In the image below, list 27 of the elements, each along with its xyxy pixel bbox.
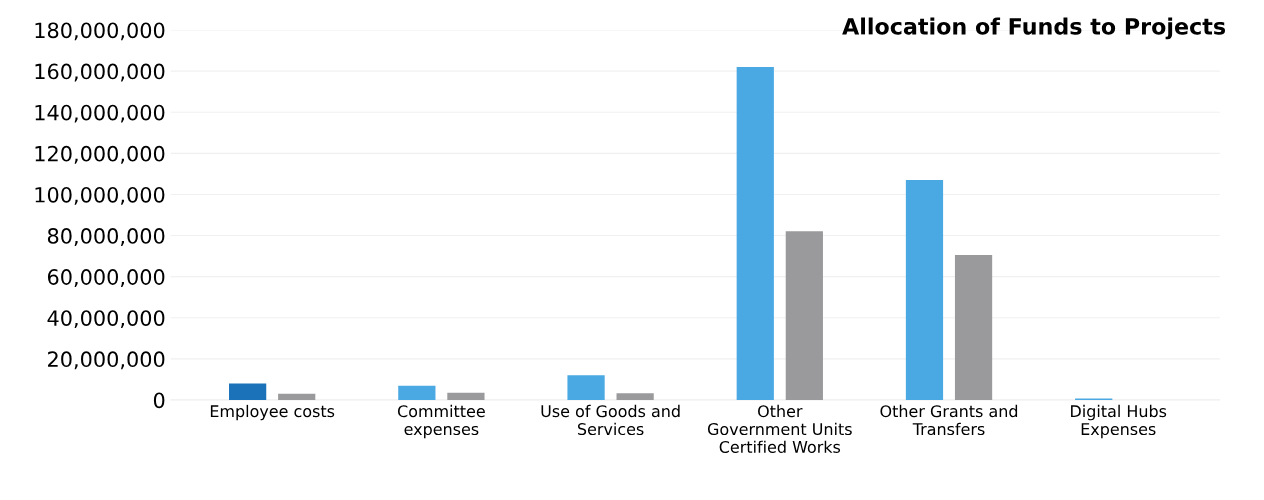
bar <box>567 375 605 400</box>
x-tick-label: Use of Goods and Services <box>541 404 680 436</box>
bar <box>447 392 485 400</box>
bar <box>905 180 944 400</box>
y-tick-label: 140,000,000 <box>35 104 165 123</box>
y-tick-label: 120,000,000 <box>35 145 165 164</box>
bar <box>616 393 654 400</box>
y-tick-label: 80,000,000 <box>47 228 165 246</box>
chart-title: Allocation of Funds to Projects <box>842 17 1226 40</box>
y-tick-label: 160,000,000 <box>35 63 165 82</box>
y-tick-label: 100,000,000 <box>35 186 165 205</box>
bar <box>785 231 823 400</box>
x-tick-label: Employee costs <box>210 404 335 421</box>
x-tick-label: Committee expenses <box>397 404 485 439</box>
x-tick-label: Other Government Units Certified Works <box>707 404 852 453</box>
x-tick-label: Digital Hubs Expenses <box>1071 404 1167 439</box>
bar <box>398 385 436 400</box>
y-tick-label: 60,000,000 <box>47 269 165 287</box>
y-tick-label: 0 <box>153 392 165 409</box>
bar <box>736 67 774 400</box>
x-tick-label: Other Grants and Transfers <box>880 404 1018 436</box>
bar <box>278 393 316 400</box>
bar <box>954 254 993 400</box>
y-tick-label: 180,000,000 <box>35 22 165 41</box>
y-tick-label: 40,000,000 <box>47 310 165 329</box>
y-tick-label: 20,000,000 <box>48 351 165 370</box>
bar <box>229 383 267 400</box>
